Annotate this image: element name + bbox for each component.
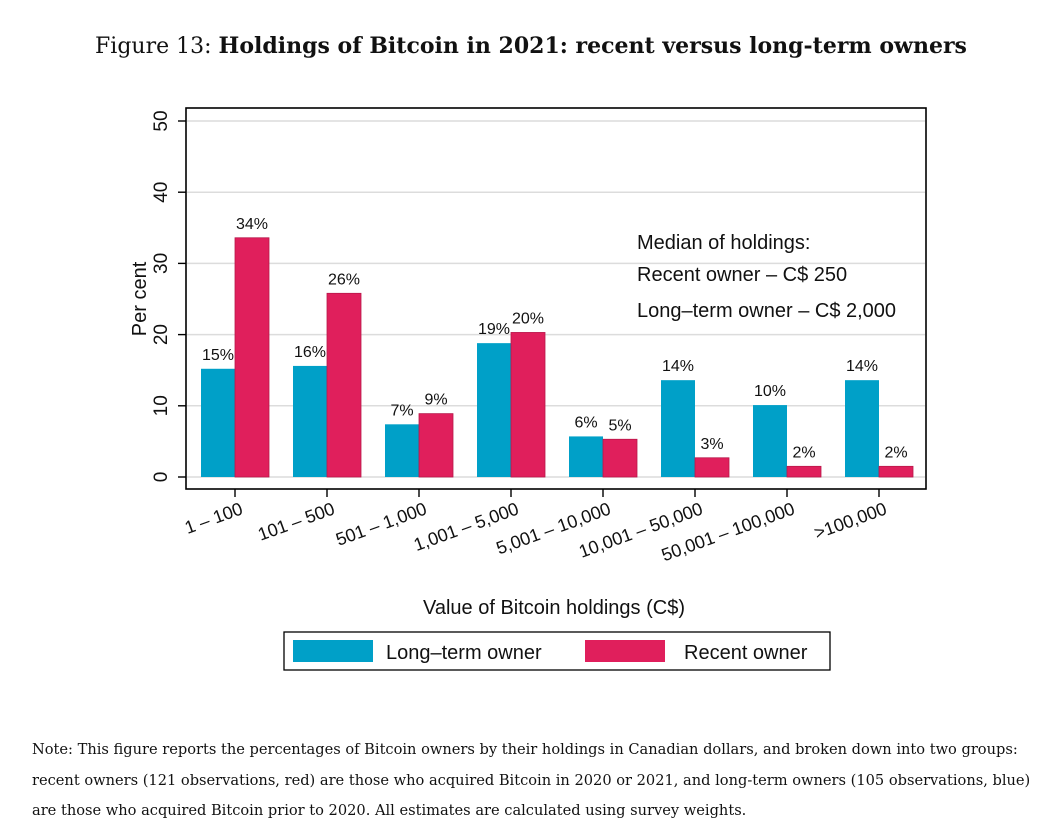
bar-long-term — [753, 405, 787, 477]
bar-long-term — [201, 368, 235, 477]
bars — [201, 237, 914, 478]
legend-frame — [283, 631, 831, 671]
annotation-line: Median of holdings: — [637, 232, 810, 254]
legend-label-recent: Recent owner — [684, 642, 808, 664]
bar-label-long-term: 6% — [574, 414, 597, 431]
bar-recent — [878, 465, 914, 478]
legend-label-long-term: Long–term owner — [386, 642, 542, 664]
legend-swatch-recent — [585, 640, 665, 662]
bar-label-recent: 20% — [512, 310, 544, 327]
bar-label-long-term: 15% — [202, 347, 234, 364]
bar-recent — [510, 332, 546, 478]
bar-label-recent: 26% — [328, 271, 360, 288]
median-annotation: Median of holdings: Recent owner – C$ 25… — [637, 232, 896, 322]
annotation-line: Recent owner – C$ 250 — [637, 264, 847, 286]
y-tick-label: 30 — [151, 253, 172, 274]
annotation-line: Long–term owner – C$ 2,000 — [637, 300, 896, 322]
bar-recent — [418, 413, 454, 478]
bar-label-long-term: 16% — [294, 344, 326, 361]
bar-long-term — [293, 365, 327, 477]
bar-label-long-term: 7% — [390, 402, 413, 419]
bar-value-labels: 15% 34% 16% 26% 7% 9% 19%20% 6% 5% 14% 3% 10% 2% 14% 2… — [202, 216, 908, 462]
legend-swatch-long-term — [293, 640, 373, 662]
plot-frame — [185, 107, 927, 490]
bar-label-recent: 9% — [424, 392, 447, 409]
x-axis-label: Value of Bitcoin holdings (C$) — [423, 597, 685, 619]
y-tick-label: 50 — [151, 110, 172, 131]
y-axis-label: Per cent — [129, 261, 151, 336]
x-tick-label: 1 – 100 — [182, 498, 245, 537]
bar-long-term — [569, 436, 603, 477]
x-tick-label: >100,000 — [811, 498, 889, 543]
bar-long-term — [477, 343, 511, 477]
bar-label-long-term: 14% — [846, 358, 878, 375]
bar-label-recent: 5% — [608, 417, 631, 434]
bar-label-recent: 2% — [792, 444, 815, 461]
bar-long-term — [385, 424, 419, 477]
figure-number: Figure 13: — [95, 34, 212, 59]
y-tick-label: 20 — [151, 324, 172, 345]
bar-label-long-term: 19% — [478, 321, 510, 338]
legend: Long–term owner Recent owner — [283, 631, 831, 671]
bar-label-recent: 3% — [700, 436, 723, 453]
bar-label-long-term: 14% — [662, 358, 694, 375]
bar-recent — [694, 457, 730, 478]
bar-long-term — [661, 380, 695, 477]
x-tick-label: 101 – 500 — [255, 498, 337, 544]
y-axis: 0 10 20 30 40 50 — [151, 110, 186, 482]
bar-recent — [786, 465, 822, 478]
figure-caption: Figure 13: Holdings of Bitcoin in 2021: … — [0, 33, 1040, 59]
y-tick-label: 0 — [151, 472, 172, 483]
bar-recent — [234, 237, 270, 478]
figure-note: Note: This figure reports the percentage… — [32, 741, 1031, 819]
bar-recent — [602, 438, 638, 478]
y-tick-label: 10 — [151, 395, 172, 416]
figure-title: Holdings of Bitcoin in 2021: recent vers… — [218, 33, 967, 59]
bar-label-recent: 34% — [236, 216, 268, 233]
bar-recent — [326, 292, 362, 478]
bar-chart: 15% 34% 16% 26% 7% 9% 19%20% 6% 5% 14% 3% 10% 2% 14% 2… — [129, 107, 927, 671]
bar-long-term — [845, 380, 879, 477]
bar-label-recent: 2% — [884, 444, 907, 461]
y-tick-label: 40 — [151, 182, 172, 203]
bar-label-long-term: 10% — [754, 383, 786, 400]
